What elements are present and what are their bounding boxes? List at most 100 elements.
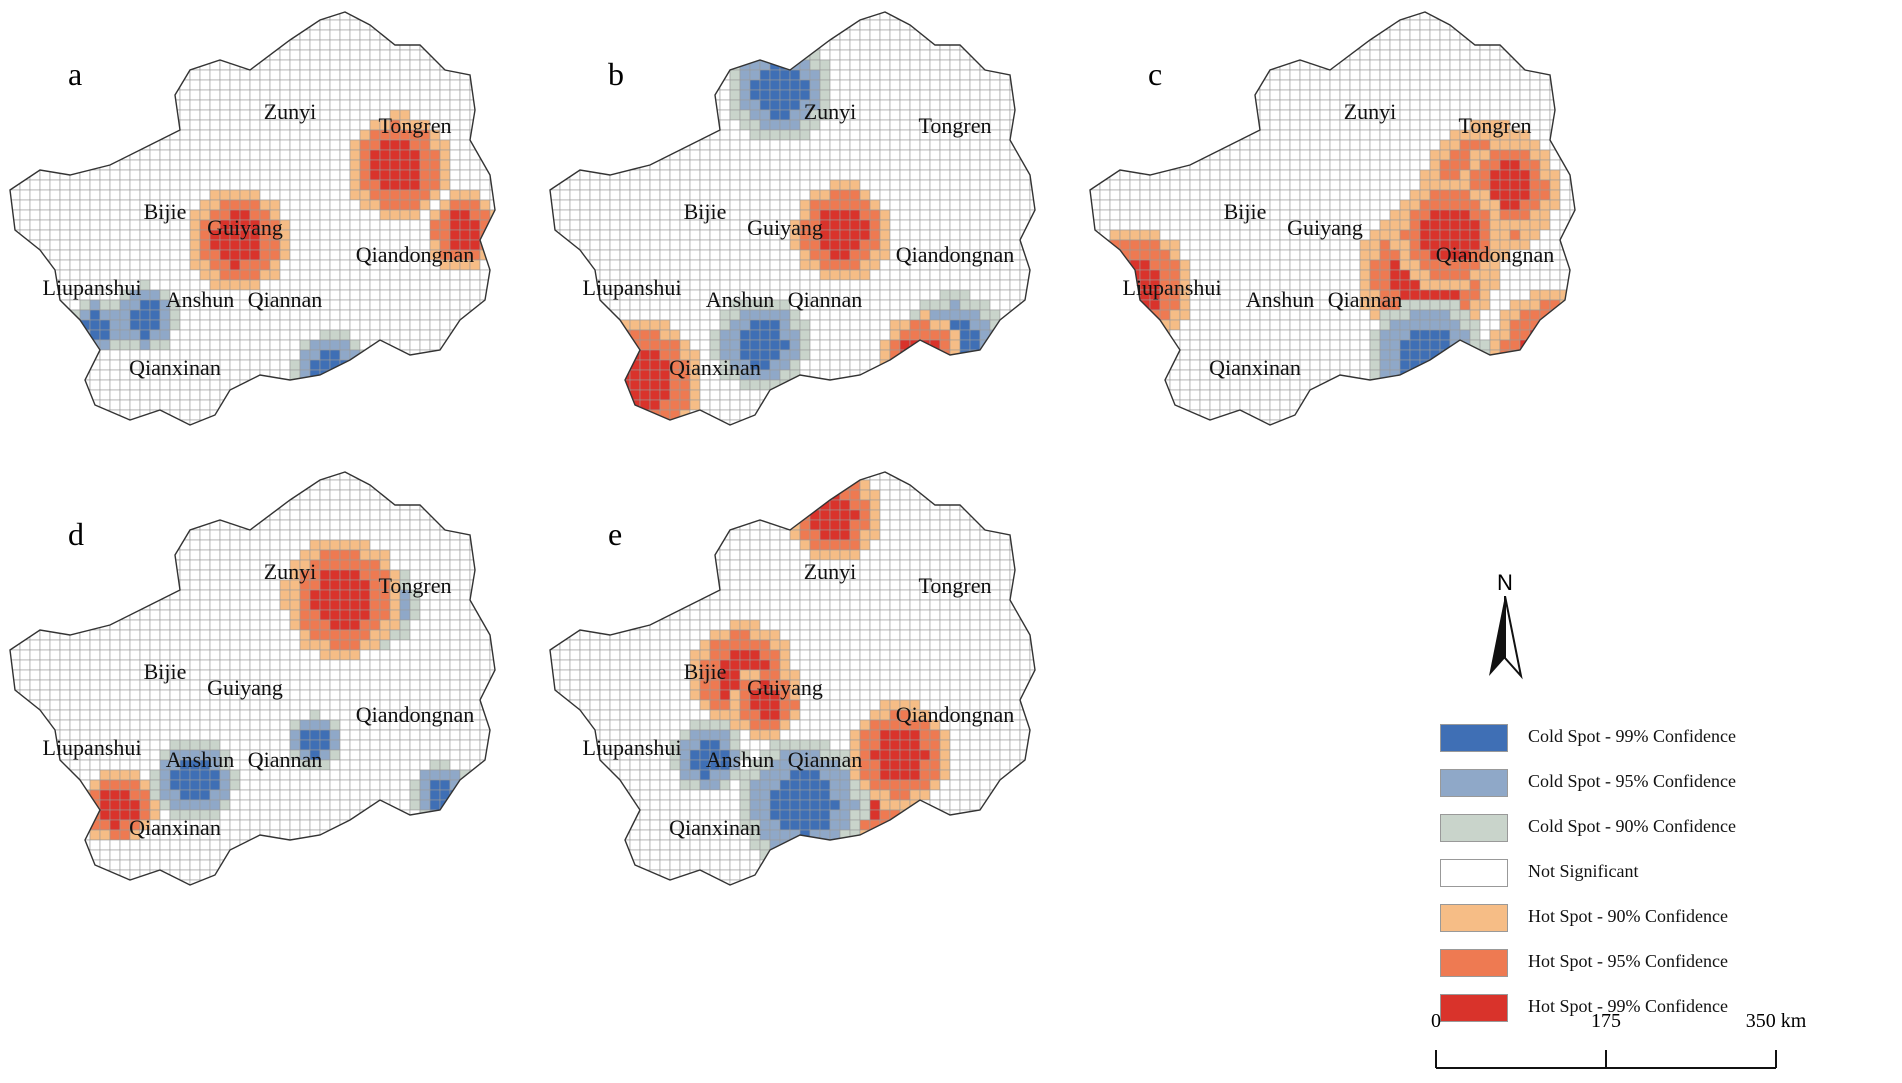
grid-cell (439, 139, 451, 151)
grid-cell (919, 149, 931, 161)
grid-cell (299, 79, 311, 91)
grid-cell (10, 289, 21, 301)
grid-cell (119, 12, 131, 21)
grid-cell (879, 179, 891, 191)
grid-cell (799, 199, 811, 211)
grid-cell (149, 299, 161, 311)
grid-cell (999, 119, 1011, 131)
grid-cell (1519, 69, 1531, 81)
grid-cell (49, 409, 61, 421)
grid-cell (289, 379, 301, 391)
grid-cell (879, 59, 891, 71)
grid-cell (859, 349, 871, 361)
grid-cell (160, 430, 170, 440)
grid-cell (779, 39, 791, 51)
grid-cell (59, 339, 71, 351)
grid-cell (49, 249, 61, 261)
grid-cell (199, 239, 211, 251)
grid-cell (1019, 299, 1031, 311)
grid-cell (369, 12, 381, 21)
grid-cell (389, 49, 401, 61)
grid-cell (849, 149, 861, 161)
grid-cell (500, 40, 510, 50)
grid-cell (429, 409, 441, 421)
grid-cell (29, 209, 41, 221)
grid-cell (150, 0, 160, 10)
grid-cell (1090, 49, 1091, 61)
grid-cell (89, 129, 101, 141)
grid-cell (1009, 179, 1021, 191)
grid-cell (859, 199, 871, 211)
grid-cell (759, 339, 771, 351)
grid-cell (999, 329, 1011, 341)
grid-cell (1539, 12, 1551, 21)
grid-cell (429, 329, 441, 341)
grid-cell (579, 329, 591, 341)
grid-cell (559, 189, 571, 201)
grid-cell (79, 29, 91, 41)
grid-cell (39, 99, 51, 111)
grid-cell (599, 239, 611, 251)
grid-cell (269, 199, 281, 211)
grid-cell (429, 79, 441, 91)
grid-cell (309, 229, 321, 241)
grid-cell (449, 269, 461, 281)
grid-cell (99, 69, 111, 81)
grid-cell (230, 0, 240, 10)
grid-cell (550, 309, 551, 321)
grid-cell (759, 149, 771, 161)
grid-cell (949, 169, 961, 181)
grid-cell (1349, 19, 1361, 31)
grid-cell (299, 389, 311, 401)
grid-cell (89, 179, 101, 191)
grid-cell (869, 149, 881, 161)
grid-cell (879, 119, 891, 131)
grid-cell (659, 329, 671, 341)
grid-cell (280, 0, 290, 10)
grid-cell (579, 399, 591, 411)
grid-cell (889, 149, 901, 161)
grid-cell (29, 279, 41, 291)
grid-cell (239, 329, 251, 341)
grid-cell (289, 249, 301, 261)
grid-cell (809, 79, 821, 91)
grid-cell (69, 199, 81, 211)
grid-cell (479, 389, 491, 401)
grid-cell (919, 329, 931, 341)
grid-cell (1509, 59, 1521, 71)
grid-cell (1179, 89, 1191, 101)
grid-cell (1539, 79, 1551, 91)
grid-cell (589, 179, 601, 191)
grid-cell (550, 289, 561, 301)
grid-cell (979, 189, 991, 201)
grid-cell (689, 99, 701, 111)
grid-cell (1309, 79, 1321, 91)
grid-cell (449, 219, 461, 231)
grid-cell (1289, 69, 1301, 81)
grid-cell (1199, 12, 1211, 21)
grid-cell (1090, 69, 1101, 81)
grid-cell (1400, 0, 1410, 10)
grid-cell (109, 12, 121, 21)
grid-cell (269, 149, 281, 161)
grid-cell (569, 269, 581, 281)
grid-cell (839, 49, 851, 61)
grid-cell (489, 59, 495, 71)
grid-cell (1029, 39, 1035, 51)
grid-cell (959, 269, 971, 281)
grid-cell (409, 189, 421, 201)
grid-cell (849, 169, 861, 181)
grid-cell (79, 259, 91, 271)
grid-cell (10, 159, 11, 171)
grid-cell (239, 369, 251, 381)
grid-cell (419, 289, 431, 301)
grid-cell (389, 29, 401, 41)
grid-cell (550, 29, 561, 41)
grid-cell (39, 69, 51, 81)
grid-cell (209, 269, 221, 281)
grid-cell (10, 379, 11, 391)
grid-cell (369, 409, 381, 421)
grid-cell (1439, 12, 1451, 21)
grid-cell (859, 79, 871, 91)
grid-cell (579, 349, 591, 361)
